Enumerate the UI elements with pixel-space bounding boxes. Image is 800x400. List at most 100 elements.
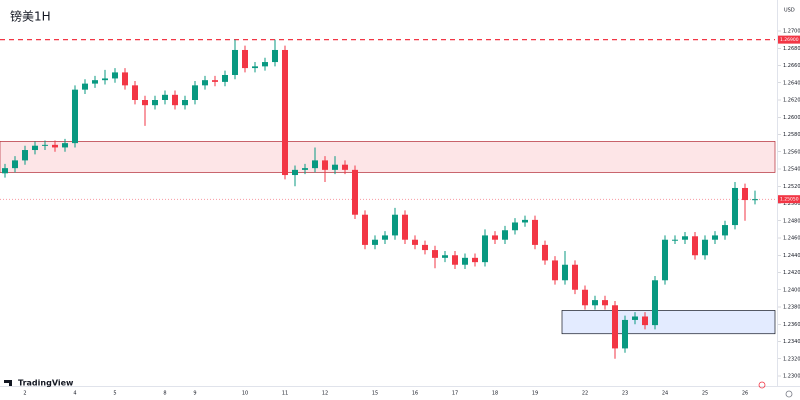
level-label-bg bbox=[778, 35, 800, 44]
candle-body bbox=[742, 187, 748, 201]
candle-body bbox=[292, 169, 298, 176]
x-tick-label: 16 bbox=[412, 391, 418, 397]
candle-body bbox=[462, 257, 468, 265]
candle-body bbox=[22, 150, 28, 161]
candle-body bbox=[2, 168, 8, 174]
y-tick-label: 1.26400 bbox=[783, 80, 800, 86]
candle-body bbox=[502, 230, 508, 240]
y-tick-label: 1.24000 bbox=[783, 287, 800, 293]
candle-body bbox=[662, 239, 668, 281]
candle-body bbox=[522, 219, 528, 223]
y-tick-label: 1.26800 bbox=[783, 46, 800, 52]
candle-body bbox=[602, 300, 608, 306]
candle-body bbox=[212, 80, 218, 82]
candle-body bbox=[652, 280, 658, 326]
level-label-bg bbox=[778, 195, 800, 204]
candle-body bbox=[332, 164, 338, 170]
candle-body bbox=[622, 319, 628, 349]
y-tick-label: 1.23000 bbox=[783, 374, 800, 380]
y-tick-label: 1.25000 bbox=[783, 201, 800, 207]
candle-body bbox=[642, 316, 648, 326]
y-tick-label: 1.25600 bbox=[783, 149, 800, 155]
candle-body bbox=[222, 74, 228, 82]
candle-body bbox=[442, 255, 448, 258]
candle-body bbox=[532, 219, 538, 245]
candle-body bbox=[672, 239, 678, 241]
x-tick-label: 4 bbox=[73, 391, 76, 397]
x-tick-label: 23 bbox=[622, 391, 628, 397]
brand-logo: TradingView bbox=[18, 379, 74, 388]
x-tick-label: 5 bbox=[113, 391, 116, 397]
candle-body bbox=[362, 214, 368, 245]
x-tick-label: 15 bbox=[372, 391, 378, 397]
candle-body bbox=[232, 49, 238, 75]
candle-body bbox=[412, 239, 418, 245]
candle-body bbox=[682, 236, 688, 240]
plot: 1.27000 1.26800 1.26600 1.26400 1.26200 1.260… bbox=[0, 29, 800, 397]
candle-body bbox=[392, 214, 398, 236]
candle-body bbox=[92, 80, 98, 84]
candle-body bbox=[62, 143, 68, 148]
y-tick-label: 1.24600 bbox=[783, 236, 800, 242]
x-tick-label: 17 bbox=[452, 391, 458, 397]
currency-label: USD bbox=[784, 8, 795, 14]
y-tick-label: 1.26600 bbox=[783, 63, 800, 69]
x-tick-label: 19 bbox=[532, 391, 538, 397]
candle-body bbox=[372, 239, 378, 245]
candle-body bbox=[492, 235, 498, 240]
zone bbox=[0, 141, 776, 173]
candle-body bbox=[152, 100, 158, 106]
candle-body bbox=[692, 236, 698, 256]
candle-body bbox=[272, 49, 278, 63]
x-tick-label: 2 bbox=[23, 391, 26, 397]
candle-body bbox=[592, 300, 598, 306]
candle-body bbox=[52, 144, 58, 148]
candle-body bbox=[752, 199, 758, 201]
candle-body bbox=[542, 244, 548, 261]
x-tick-label: 24 bbox=[662, 391, 668, 397]
candle-body bbox=[192, 85, 198, 100]
candle-body bbox=[132, 85, 138, 100]
candle-body bbox=[422, 244, 428, 251]
y-tick-label: 1.25200 bbox=[783, 184, 800, 190]
candle-body bbox=[302, 168, 308, 170]
candle-body bbox=[722, 225, 728, 236]
candle-body bbox=[452, 255, 458, 265]
candle-body bbox=[732, 187, 738, 226]
candle-body bbox=[112, 72, 118, 79]
candle-body bbox=[512, 222, 518, 231]
y-tick-label: 1.26000 bbox=[783, 115, 800, 121]
x-tick-label: 12 bbox=[322, 391, 328, 397]
candle-body bbox=[42, 144, 48, 146]
y-tick-label: 1.23200 bbox=[783, 356, 800, 362]
candle-body bbox=[172, 94, 178, 106]
brand-icon bbox=[4, 380, 12, 386]
candle-body bbox=[12, 160, 18, 169]
y-tick-label: 1.23600 bbox=[783, 322, 800, 328]
chart-title: 镑美1H bbox=[10, 9, 51, 24]
candle-body bbox=[702, 239, 708, 256]
x-tick-label: 26 bbox=[742, 391, 748, 397]
candle-body bbox=[552, 260, 558, 281]
y-tick-label: 1.26200 bbox=[783, 98, 800, 104]
candle-body bbox=[562, 264, 568, 281]
y-tick-label: 1.24200 bbox=[783, 270, 800, 276]
candle-body bbox=[582, 289, 588, 306]
candle-body bbox=[382, 235, 388, 240]
candle-body bbox=[202, 80, 208, 86]
settings-icon bbox=[785, 390, 793, 398]
candle-body bbox=[242, 49, 248, 69]
candle-body bbox=[432, 250, 438, 258]
y-tick-label: 1.24800 bbox=[783, 218, 800, 224]
y-tick-label: 1.23800 bbox=[783, 305, 800, 311]
candle-body bbox=[632, 316, 638, 320]
candle-body bbox=[82, 83, 88, 90]
candle-body bbox=[342, 164, 348, 170]
level-label: 1.25050 bbox=[780, 197, 799, 203]
candle-body bbox=[712, 235, 718, 240]
candle-body bbox=[252, 66, 258, 69]
candle-body bbox=[102, 78, 108, 81]
candle-body bbox=[402, 214, 408, 240]
candle-body bbox=[182, 100, 188, 106]
